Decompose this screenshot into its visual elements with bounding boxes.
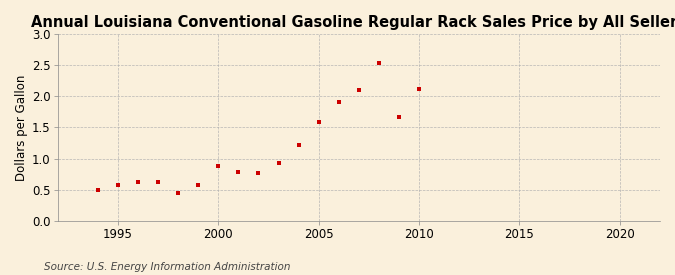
Point — [153, 180, 163, 185]
Y-axis label: Dollars per Gallon: Dollars per Gallon — [15, 74, 28, 181]
Point — [273, 161, 284, 165]
Point — [113, 183, 124, 188]
Title: Annual Louisiana Conventional Gasoline Regular Rack Sales Price by All Sellers: Annual Louisiana Conventional Gasoline R… — [31, 15, 675, 30]
Point — [354, 88, 364, 92]
Point — [193, 183, 204, 188]
Text: Source: U.S. Energy Information Administration: Source: U.S. Energy Information Administ… — [44, 262, 290, 272]
Point — [414, 87, 425, 92]
Point — [173, 191, 184, 196]
Point — [253, 171, 264, 176]
Point — [133, 180, 144, 185]
Point — [394, 115, 404, 120]
Point — [233, 169, 244, 174]
Point — [213, 164, 223, 168]
Point — [333, 100, 344, 104]
Point — [293, 143, 304, 148]
Point — [313, 120, 324, 125]
Point — [92, 188, 103, 192]
Point — [373, 61, 384, 65]
